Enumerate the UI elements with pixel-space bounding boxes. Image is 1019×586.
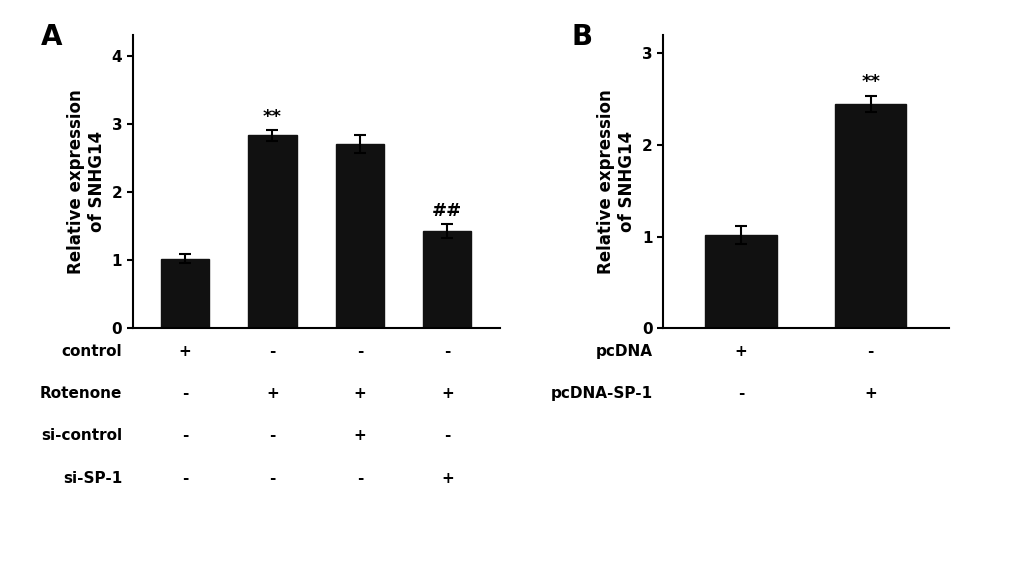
Text: +: + [440, 386, 453, 401]
Text: ##: ## [432, 202, 462, 220]
Bar [423, 231, 471, 328]
Text: control: control [62, 344, 122, 359]
Text: -: - [269, 428, 275, 444]
Bar [335, 144, 383, 328]
Text: -: - [357, 471, 363, 486]
Text: Rotenone: Rotenone [40, 386, 122, 401]
Text: +: + [734, 344, 747, 359]
Text: pcDNA: pcDNA [595, 344, 652, 359]
Text: A: A [41, 23, 62, 52]
Text: -: - [181, 386, 189, 401]
Bar [704, 235, 775, 328]
Text: si-SP-1: si-SP-1 [63, 471, 122, 486]
Text: si-control: si-control [41, 428, 122, 444]
Text: +: + [354, 386, 366, 401]
Bar [161, 258, 209, 328]
Text: +: + [863, 386, 876, 401]
Text: -: - [269, 344, 275, 359]
Text: +: + [266, 386, 278, 401]
Bar [249, 135, 297, 328]
Text: -: - [181, 428, 189, 444]
Text: **: ** [860, 73, 879, 91]
Text: +: + [178, 344, 192, 359]
Text: +: + [354, 428, 366, 444]
Text: -: - [737, 386, 743, 401]
Text: -: - [867, 344, 873, 359]
Text: -: - [357, 344, 363, 359]
Y-axis label: Relative expression
of SNHG14: Relative expression of SNHG14 [67, 89, 106, 274]
Bar [835, 104, 906, 328]
Text: +: + [440, 471, 453, 486]
Text: -: - [443, 428, 450, 444]
Text: -: - [181, 471, 189, 486]
Text: -: - [443, 344, 450, 359]
Text: **: ** [263, 108, 281, 126]
Text: B: B [571, 23, 592, 52]
Y-axis label: Relative expression
of SNHG14: Relative expression of SNHG14 [597, 89, 636, 274]
Text: pcDNA-SP-1: pcDNA-SP-1 [550, 386, 652, 401]
Text: -: - [269, 471, 275, 486]
